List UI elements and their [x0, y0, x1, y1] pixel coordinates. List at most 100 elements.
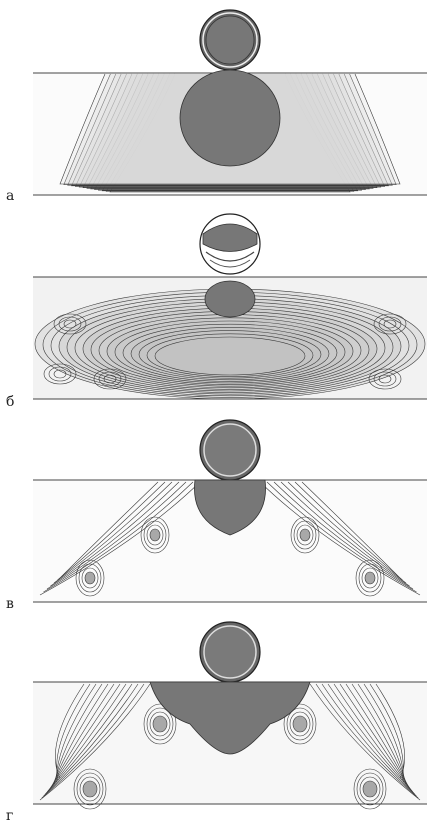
- damage-core: [179, 69, 281, 167]
- contour-line: [81, 567, 99, 589]
- contour-line: [287, 481, 407, 584]
- contour-line: [103, 374, 117, 384]
- contour-line: [286, 707, 314, 741]
- contour-line: [143, 520, 167, 550]
- contour-line: [292, 715, 308, 733]
- damage-core: [149, 681, 311, 755]
- contour-plot-a: [33, 9, 427, 196]
- contour-line: [383, 319, 397, 329]
- contour-line: [266, 481, 417, 593]
- panel-label: г: [6, 808, 14, 824]
- contour-line: [152, 715, 168, 733]
- contour-line: [289, 711, 311, 737]
- contour-line: [48, 366, 72, 382]
- contour-line: [46, 481, 187, 590]
- contour-line: [84, 571, 96, 585]
- contour-line: [378, 374, 392, 384]
- contour-line: [358, 563, 382, 593]
- contour-line: [76, 772, 104, 806]
- contour-line: [58, 316, 82, 332]
- contour-line: [361, 567, 379, 589]
- contour-line: [378, 316, 402, 332]
- contour-line: [309, 683, 421, 801]
- contour-line: [63, 319, 77, 329]
- contour-plot-b: [33, 213, 427, 400]
- contour-line: [154, 336, 306, 376]
- contour-line: [355, 559, 385, 597]
- projectile-disk: [199, 621, 261, 683]
- contour-line: [293, 520, 317, 550]
- contour-line: [364, 571, 376, 585]
- contour-line: [39, 683, 151, 801]
- contour-lines: [39, 481, 421, 597]
- contour-line: [259, 481, 421, 596]
- contour-line: [78, 563, 102, 593]
- contour-line: [79, 776, 101, 802]
- contour-line: [149, 711, 171, 737]
- contour-plot-v: [33, 419, 427, 603]
- contour-line: [368, 368, 402, 390]
- projectile-disk: [199, 419, 261, 481]
- contour-line: [146, 524, 164, 546]
- contour-line: [55, 683, 97, 783]
- contour-line: [60, 481, 159, 578]
- projectile-disk: [199, 9, 261, 71]
- contour-line: [359, 776, 381, 802]
- contour-line: [75, 559, 105, 597]
- contour-line: [45, 683, 133, 795]
- contour-plot-g: [33, 621, 427, 810]
- contour-line: [43, 363, 77, 385]
- contour-line: [57, 481, 166, 581]
- contour-line: [55, 683, 85, 779]
- contour-line: [39, 481, 201, 596]
- contour-line: [373, 371, 397, 387]
- panel-label: а: [6, 188, 15, 204]
- projectile-disk: [199, 213, 261, 275]
- contour-line: [82, 780, 98, 798]
- contour-line: [138, 330, 322, 379]
- contour-line: [53, 313, 87, 335]
- contour-line: [46, 683, 127, 793]
- damage-core: [204, 280, 256, 318]
- contour-line: [73, 768, 107, 810]
- contour-line: [56, 683, 91, 781]
- contour-line: [356, 772, 384, 806]
- damage-core: [194, 479, 266, 536]
- contour-line: [369, 683, 404, 781]
- contour-line: [53, 369, 67, 379]
- contour-line: [41, 683, 145, 799]
- panel-a: а: [0, 0, 442, 204]
- panel-label: в: [6, 596, 14, 612]
- contour-line: [299, 528, 311, 542]
- contour-line: [296, 524, 314, 546]
- panel-b: б: [0, 204, 442, 410]
- contour-line: [363, 683, 405, 783]
- contour-line: [333, 683, 414, 793]
- contour-line: [321, 683, 417, 797]
- contour-line: [149, 528, 161, 542]
- contour-line: [301, 481, 400, 578]
- contour-line: [140, 516, 170, 554]
- panel-v: в: [0, 410, 442, 614]
- contour-line: [98, 371, 122, 387]
- panel-g: г: [0, 614, 442, 824]
- contour-line: [143, 703, 177, 745]
- contour-lines: [39, 683, 421, 810]
- contour-line: [362, 780, 378, 798]
- contour-line: [373, 313, 407, 335]
- contour-line: [50, 481, 180, 587]
- contour-line: [106, 317, 354, 385]
- contour-line: [315, 683, 419, 799]
- contour-line: [353, 768, 387, 810]
- contour-line: [53, 481, 173, 584]
- contour-line: [375, 683, 405, 779]
- contour-line: [43, 481, 194, 593]
- contour-line: [130, 327, 330, 381]
- panel-label: б: [6, 394, 15, 410]
- contour-line: [146, 333, 314, 377]
- contour-line: [146, 707, 174, 741]
- contour-line: [280, 481, 410, 587]
- contour-line: [294, 481, 403, 581]
- contour-line: [43, 683, 139, 797]
- contour-line: [273, 481, 414, 590]
